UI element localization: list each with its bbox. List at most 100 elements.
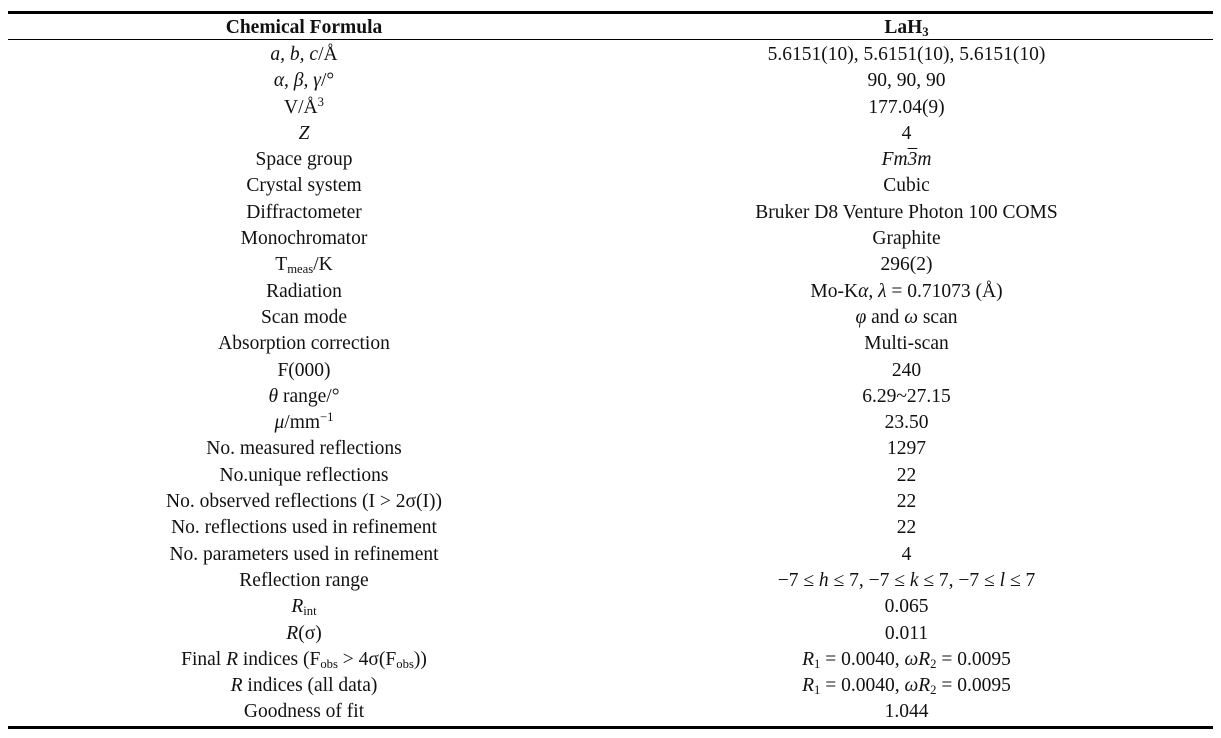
cell-text-segment: 4 <box>901 122 912 144</box>
parameter-cell: a, b, c/Å <box>8 42 600 68</box>
table-row: α, β, γ/° 90, 90, 90 <box>8 68 1213 94</box>
cell-text-segment: T <box>275 254 288 276</box>
cell-text-segment: ωR <box>904 675 931 697</box>
cell-text-segment: α <box>858 280 869 302</box>
cell-text-segment: 22 <box>896 464 917 486</box>
cell-text-segment: /mm <box>284 412 321 434</box>
cell-text-segment: ω <box>904 306 918 328</box>
cell-text-segment: R <box>802 675 815 697</box>
table-body: a, b, c/Å 5.6151(10), 5.6151(10), 5.6151(… <box>8 42 1213 726</box>
cell-text-segment: Goodness of fit <box>243 701 365 723</box>
cell-text-segment: Scan mode <box>260 306 348 328</box>
cell-text-segment: F(000) <box>277 359 331 381</box>
table-row: Crystal system Cubic <box>8 173 1213 199</box>
cell-text-segment: Chemical Formula <box>225 17 383 38</box>
parameter-cell: Tmeas/K <box>8 252 600 278</box>
cell-text-segment: a, b, c <box>270 44 319 65</box>
value-cell: 22 <box>600 463 1213 489</box>
cell-text-segment: Reflection range <box>239 569 369 591</box>
cell-text-segment: R <box>230 675 243 697</box>
value-cell: 1.044 <box>600 699 1213 725</box>
cell-text-segment: Absorption correction <box>218 333 390 355</box>
cell-text-segment: V/Å <box>284 96 318 118</box>
cell-text-segment: Fm <box>881 149 908 171</box>
parameter-cell: Monochromator <box>8 226 600 252</box>
cell-text-segment: 177.04(9) <box>868 96 945 118</box>
parameter-cell: No. measured reflections <box>8 436 600 462</box>
cell-text-segment: No. observed reflections (I > 2σ(I)) <box>166 491 442 513</box>
table-row: a, b, c/Å 5.6151(10), 5.6151(10), 5.6151(… <box>8 42 1213 68</box>
cell-text-segment: meas <box>287 262 314 277</box>
cell-text-segment: and <box>866 306 905 328</box>
crystal-data-table: Chemical Formula LaH3 a, b, c/Å 5.6151(10… <box>8 11 1213 729</box>
value-cell: 6.29~27.15 <box>600 384 1213 410</box>
parameter-cell: θ range/° <box>8 384 600 410</box>
cell-text-segment: 1 <box>814 656 821 671</box>
table-row: Scan mode φ and ω scan <box>8 305 1213 331</box>
table-row: No. reflections used in refinement 22 <box>8 515 1213 541</box>
cell-text-segment: 5.6151(10), 5.6151(10), 5.6151(10) <box>767 44 1046 65</box>
cell-text-segment: R <box>286 622 299 644</box>
cell-text-segment: Monochromator <box>240 228 368 250</box>
header-parameter: Chemical Formula <box>8 14 600 39</box>
parameter-cell: Scan mode <box>8 305 600 331</box>
value-cell: Cubic <box>600 173 1213 199</box>
cell-text-segment: = 0.0095 <box>936 675 1011 697</box>
table-row: F(000) 240 <box>8 358 1213 384</box>
cell-text-segment: m <box>917 149 932 171</box>
cell-text-segment: λ <box>878 280 887 302</box>
cell-text-segment: R <box>226 648 238 670</box>
value-cell: 240 <box>600 358 1213 384</box>
cell-text-segment: (σ) <box>298 622 322 644</box>
table-row: No. parameters used in refinement 4 <box>8 542 1213 568</box>
cell-text-segment: , <box>868 280 879 302</box>
cell-text-segment: obs <box>396 656 414 671</box>
table-row: μ/mm−1 23.50 <box>8 410 1213 436</box>
parameter-cell: No. observed reflections (I > 2σ(I)) <box>8 489 600 515</box>
parameter-cell: Space group <box>8 147 600 173</box>
table-row: Diffractometer Bruker D8 Venture Photon 1… <box>8 200 1213 226</box>
cell-text-segment: θ <box>268 385 279 407</box>
value-cell: 22 <box>600 489 1213 515</box>
cell-text-segment: 2 <box>930 656 937 671</box>
cell-text-segment: int <box>303 604 317 619</box>
table-row: V/Å3 177.04(9) <box>8 95 1213 121</box>
cell-text-segment: 1.044 <box>884 701 929 723</box>
parameter-cell: No.unique reflections <box>8 463 600 489</box>
cell-text-segment: scan <box>917 306 958 328</box>
parameter-cell: R(σ) <box>8 621 600 647</box>
cell-text-segment: Crystal system <box>246 175 362 197</box>
parameter-cell: Goodness of fit <box>8 699 600 725</box>
cell-text-segment: 22 <box>896 517 917 539</box>
table-row: Space group Fm3m <box>8 147 1213 173</box>
parameter-cell: Z <box>8 121 600 147</box>
cell-text-segment: Multi-scan <box>864 333 949 355</box>
table-row: Tmeas/K 296(2) <box>8 252 1213 278</box>
table-row: No. measured reflections 1297 <box>8 436 1213 462</box>
table-row: θ range/° 6.29~27.15 <box>8 384 1213 410</box>
cell-text-segment: 1297 <box>887 438 926 460</box>
value-cell: 1297 <box>600 436 1213 462</box>
header-value: LaH3 <box>600 14 1213 39</box>
parameter-cell: Crystal system <box>8 173 600 199</box>
cell-text-segment: 240 <box>891 359 922 381</box>
cell-text-segment: ≤ 7 <box>1005 569 1036 591</box>
table-row: R indices (all data) R1 = 0.0040, ωR2 = 0… <box>8 673 1213 699</box>
cell-text-segment: )) <box>413 648 427 670</box>
cell-text-segment: 4 <box>901 543 912 565</box>
cell-text-segment: ≤ 7, −7 ≤ <box>828 569 910 591</box>
value-cell: 0.011 <box>600 621 1213 647</box>
parameter-cell: F(000) <box>8 358 600 384</box>
cell-text-segment: 3 <box>922 25 929 40</box>
cell-text-segment: indices (all data) <box>242 675 378 697</box>
table-row: Monochromator Graphite <box>8 226 1213 252</box>
cell-text-segment: Cubic <box>883 175 930 197</box>
cell-text-segment: Z <box>298 122 310 144</box>
value-cell: Bruker D8 Venture Photon 100 COMS <box>600 200 1213 226</box>
cell-text-segment: = 0.0040, <box>820 675 905 697</box>
parameter-cell: α, β, γ/° <box>8 68 600 94</box>
value-cell: 0.065 <box>600 594 1213 620</box>
value-cell: Mo-Kα, λ = 0.71073 (Å) <box>600 279 1213 305</box>
cell-text-segment: Diffractometer <box>246 201 362 223</box>
